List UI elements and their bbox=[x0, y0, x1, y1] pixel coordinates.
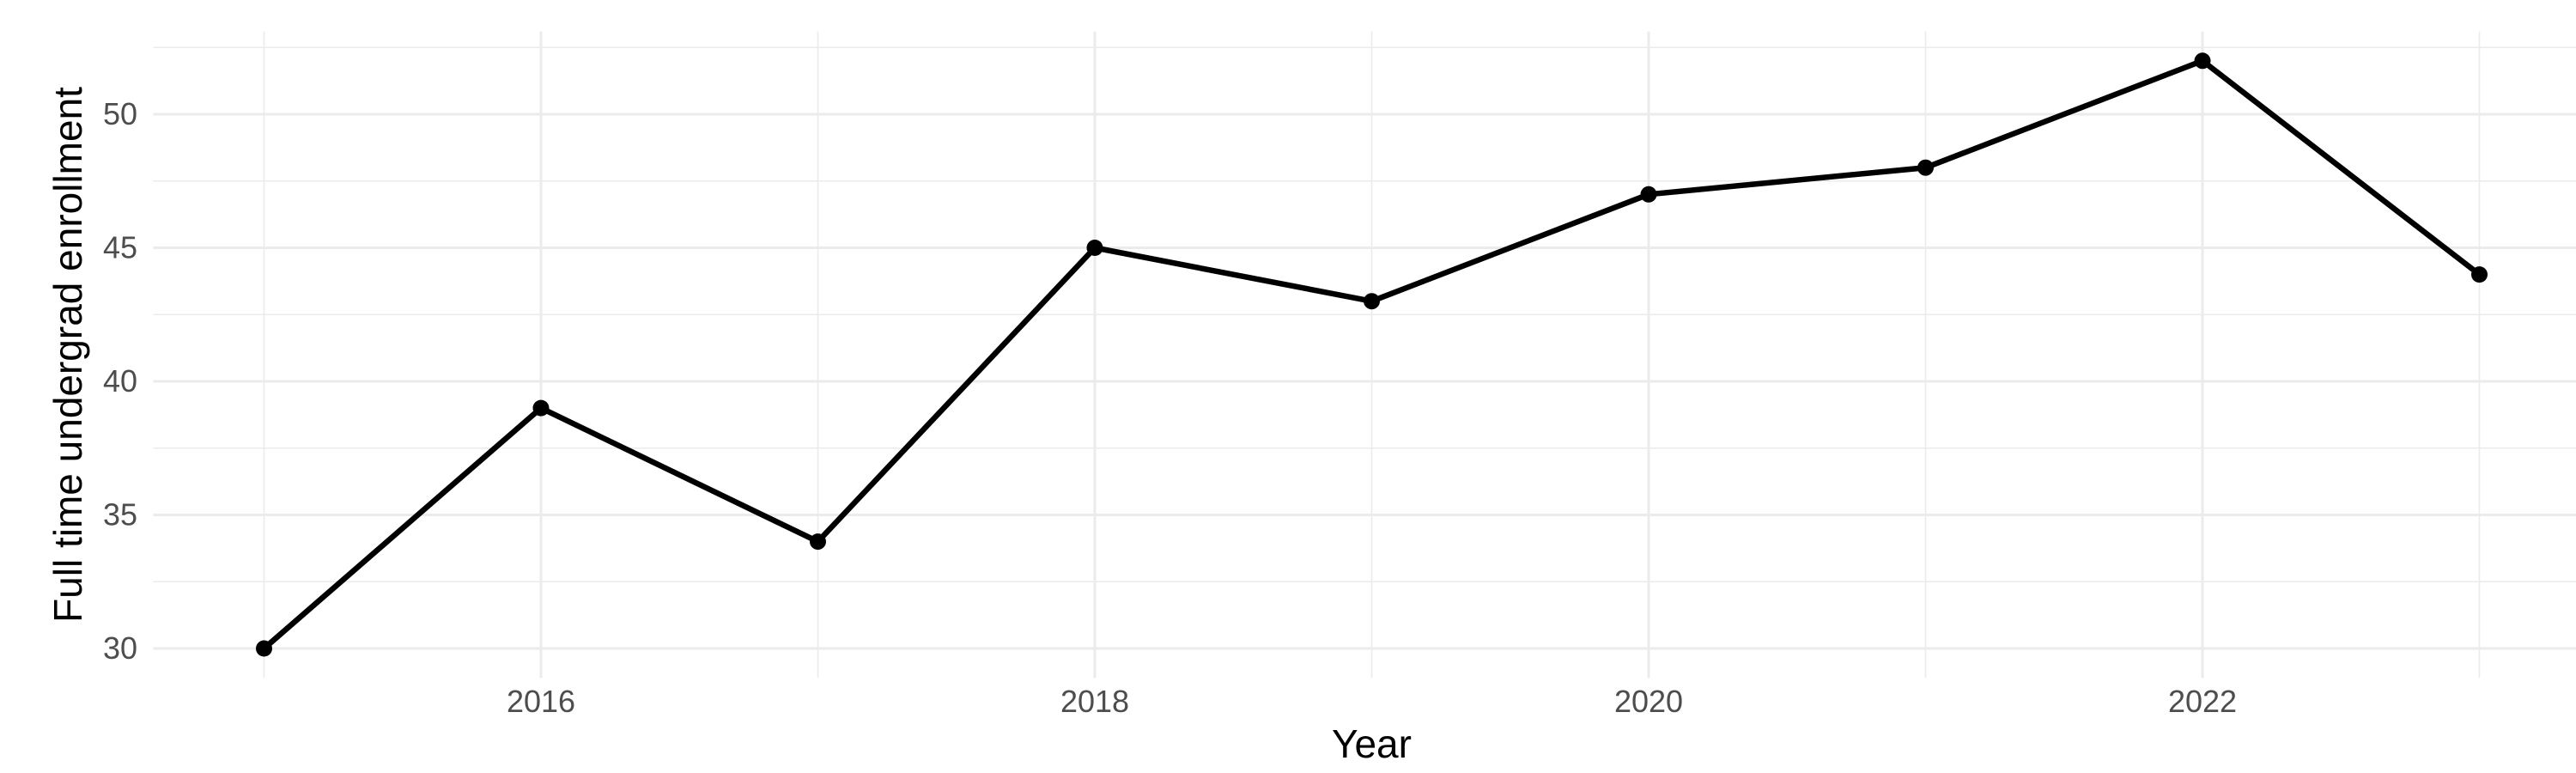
data-point bbox=[532, 399, 550, 417]
data-points bbox=[256, 52, 2488, 657]
enrollment-line-chart: 30 35 40 45 50 2016 2018 2020 2022 Year Full ti… bbox=[34, 14, 2576, 773]
x-tick-label: 2018 bbox=[1060, 684, 1129, 719]
y-axis-title: Full time undergrad enrollment bbox=[46, 87, 90, 623]
y-tick-label: 45 bbox=[103, 229, 137, 265]
data-point bbox=[1364, 293, 1380, 310]
data-point bbox=[256, 640, 272, 657]
data-point bbox=[2194, 52, 2211, 70]
data-point bbox=[810, 533, 826, 551]
data-point bbox=[1640, 186, 1657, 203]
y-tick-label: 35 bbox=[103, 496, 137, 532]
y-tick-label: 40 bbox=[103, 363, 137, 399]
chart-canvas: 30 35 40 45 50 2016 2018 2020 2022 Year Full ti… bbox=[46, 31, 2576, 766]
x-tick-label: 2020 bbox=[1614, 684, 1683, 719]
data-point bbox=[2471, 266, 2488, 283]
y-tick-label: 30 bbox=[103, 630, 137, 666]
x-axis-tick-labels: 2016 2018 2020 2022 bbox=[507, 684, 2237, 719]
x-tick-label: 2016 bbox=[507, 684, 575, 719]
y-tick-label: 50 bbox=[103, 96, 137, 131]
gridlines-major bbox=[153, 31, 2576, 679]
data-point bbox=[1086, 240, 1103, 257]
y-axis-tick-labels: 30 35 40 45 50 bbox=[103, 96, 137, 666]
gridlines-minor bbox=[153, 31, 2576, 679]
data-point bbox=[1917, 159, 1934, 176]
x-axis-title: Year bbox=[1332, 721, 1412, 766]
x-tick-label: 2022 bbox=[2168, 684, 2237, 719]
